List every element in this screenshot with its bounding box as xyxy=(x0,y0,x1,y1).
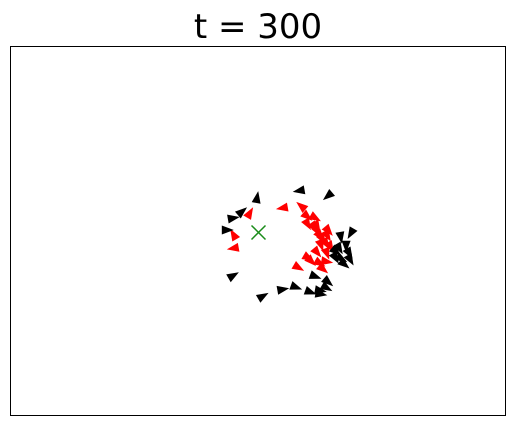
agent-marker-1-21 xyxy=(303,286,317,295)
agent-marker-0-15 xyxy=(320,246,330,260)
agent-marker-0-20 xyxy=(304,254,316,266)
agent-marker-1-25 xyxy=(226,272,239,283)
agent-marker-1-8 xyxy=(332,241,343,255)
agent-marker-1-24 xyxy=(255,292,269,303)
agent-marker-1-16 xyxy=(308,270,322,279)
agent-marker-1-3 xyxy=(221,225,234,235)
agent-marker-1-12 xyxy=(328,251,339,264)
agent-marker-1-15 xyxy=(337,257,350,269)
agent-marker-0-16 xyxy=(310,245,322,258)
agent-marker-1-4 xyxy=(292,185,306,195)
agent-marker-1-17 xyxy=(321,275,334,287)
agent-marker-1-7 xyxy=(347,226,358,240)
agent-marker-0-0 xyxy=(230,228,241,242)
agent-marker-1-11 xyxy=(328,244,342,256)
agent-marker-1-1 xyxy=(234,207,248,219)
series-1 xyxy=(221,185,358,303)
agent-marker-0-6 xyxy=(308,211,321,222)
target-marker xyxy=(250,224,267,241)
agent-marker-1-22 xyxy=(289,281,303,290)
agent-marker-0-19 xyxy=(320,256,334,266)
agent-marker-1-0 xyxy=(251,191,261,204)
agent-marker-0-22 xyxy=(316,262,329,274)
chart-title: t = 300 xyxy=(194,7,322,47)
agent-marker-1-5 xyxy=(322,188,336,201)
agent-marker-0-1 xyxy=(226,242,240,252)
agent-marker-0-21 xyxy=(291,261,305,271)
agent-marker-1-19 xyxy=(319,281,333,292)
agent-marker-0-2 xyxy=(243,207,254,220)
agent-marker-0-25 xyxy=(321,223,333,236)
agent-marker-1-20 xyxy=(314,288,328,298)
agent-marker-0-23 xyxy=(310,219,321,233)
agent-marker-1-9 xyxy=(341,240,351,253)
agent-marker-0-4 xyxy=(296,201,309,214)
series-0 xyxy=(226,201,334,274)
agent-marker-1-2 xyxy=(227,214,240,224)
plot-marks xyxy=(221,185,358,303)
agent-marker-1-6 xyxy=(335,231,345,244)
agent-marker-1-14 xyxy=(343,252,354,266)
agent-marker-0-24 xyxy=(301,217,311,231)
agent-marker-1-23 xyxy=(276,285,290,295)
agent-marker-0-3 xyxy=(275,202,289,212)
